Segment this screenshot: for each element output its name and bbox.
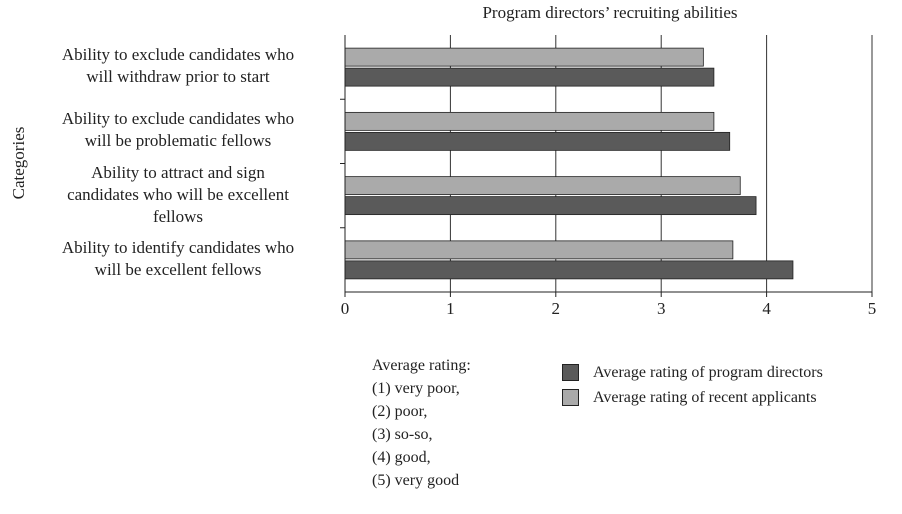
- y-tick-label: Ability to exclude candidates who will b…: [61, 109, 295, 151]
- legend-label: Average rating of recent applicants: [593, 389, 817, 406]
- note-line: (2) poor,: [372, 403, 428, 420]
- bar: [344, 47, 704, 67]
- bar: [344, 111, 715, 131]
- x-tick-label: 3: [657, 299, 666, 318]
- rating-note: Average rating: (1) very poor, (2) poor, (…: [372, 354, 471, 492]
- x-tick-label: 2: [552, 299, 561, 318]
- x-tick-label: 5: [868, 299, 877, 318]
- y-tick-label: Ability to exclude candidates who will w…: [61, 45, 295, 87]
- note-line: (4) good,: [372, 449, 431, 466]
- y-tick-label: Ability to attract and sign candidates w…: [67, 162, 289, 226]
- note-line: (3) so-so,: [372, 426, 433, 443]
- note-title: Average rating:: [372, 357, 471, 374]
- chart-title: Program directors’ recruiting abilities: [482, 3, 737, 22]
- legend-item: Average rating of recent applicants: [562, 385, 823, 410]
- x-tick-label: 4: [762, 299, 771, 318]
- note-line: (5) very good: [372, 472, 460, 489]
- note-line: (1) very poor,: [372, 380, 460, 397]
- bar: [344, 196, 757, 216]
- bar: [344, 131, 731, 151]
- bar: [344, 240, 734, 260]
- x-tick-label: 0: [341, 299, 350, 318]
- y-axis-label: Categories: [9, 127, 28, 200]
- legend-swatch: [562, 364, 579, 381]
- legend-label: Average rating of program directors: [593, 364, 823, 381]
- legend-item: Average rating of program directors: [562, 360, 823, 385]
- legend: Average rating of program directors Avera…: [562, 360, 823, 410]
- x-tick-label: 1: [446, 299, 455, 318]
- bar: [344, 67, 715, 87]
- y-tick-label: Ability to identify candidates who will …: [61, 237, 295, 279]
- bar: [344, 260, 794, 280]
- bar: [344, 176, 741, 196]
- legend-swatch: [562, 389, 579, 406]
